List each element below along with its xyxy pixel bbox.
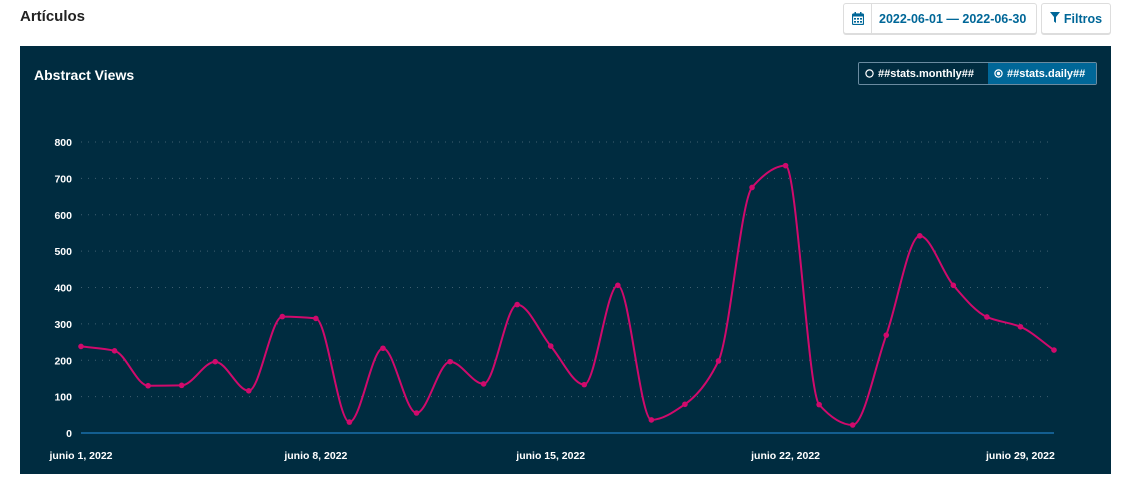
data-point[interactable] <box>413 410 420 416</box>
filters-label: Filtros <box>1063 11 1103 26</box>
data-point[interactable] <box>145 382 151 389</box>
data-point[interactable] <box>78 343 84 350</box>
granularity-toggle: ##stats.monthly## ##stats.daily## <box>858 62 1097 85</box>
data-point[interactable] <box>1051 347 1057 353</box>
data-point[interactable] <box>615 282 621 289</box>
toggle-monthly-label: ##stats.monthly## <box>878 67 974 80</box>
data-point[interactable] <box>648 417 655 423</box>
toggle-daily[interactable]: ##stats.daily## <box>988 63 1096 84</box>
line-chart: 0 100 200 300 400 500 600 700 800 junio 1, 2022 ju… <box>48 137 1057 462</box>
radio-checked-icon <box>994 69 1003 78</box>
toggle-daily-label: ##stats.daily## <box>1007 67 1086 80</box>
date-range-button[interactable]: 2022-06-01 — 2022-06-30 <box>843 3 1037 34</box>
filter-icon <box>1049 11 1060 26</box>
data-point[interactable] <box>682 401 688 408</box>
data-point[interactable] <box>581 381 588 388</box>
y-tick-label: 100 <box>54 392 72 404</box>
data-point[interactable] <box>950 282 957 289</box>
page-title: Artículos <box>20 8 86 25</box>
data-point[interactable] <box>749 184 755 191</box>
data-point[interactable] <box>984 314 990 320</box>
filters-button[interactable]: Filtros <box>1041 3 1111 34</box>
y-tick-label: 500 <box>54 246 72 258</box>
data-point[interactable] <box>849 422 856 428</box>
y-tick-label: 0 <box>66 428 72 440</box>
x-tick-label: junio 1, 2022 <box>48 450 112 462</box>
data-point[interactable] <box>279 313 286 320</box>
series-line <box>80 164 1055 426</box>
chart-panel: 0 100 200 300 400 500 600 700 800 junio 1, 2022 ju… <box>20 46 1111 474</box>
data-point[interactable] <box>178 382 185 389</box>
data-point[interactable] <box>715 358 722 364</box>
toggle-monthly[interactable]: ##stats.monthly## <box>859 63 988 84</box>
y-tick-label: 400 <box>54 283 72 295</box>
data-point[interactable] <box>313 315 319 322</box>
date-range-label: 2022-06-01 — 2022-06-30 <box>879 11 1027 26</box>
x-tick-label: junio 15, 2022 <box>515 450 585 462</box>
data-point[interactable] <box>916 233 923 239</box>
data-point[interactable] <box>782 162 789 169</box>
data-point[interactable] <box>514 301 520 308</box>
data-point[interactable] <box>883 332 890 338</box>
data-point[interactable] <box>346 419 353 425</box>
data-point[interactable] <box>447 358 453 365</box>
y-tick-label: 800 <box>54 137 72 149</box>
x-tick-label: junio 29, 2022 <box>985 450 1055 462</box>
data-point[interactable] <box>480 381 487 387</box>
data-point[interactable] <box>1017 323 1024 330</box>
data-point[interactable] <box>816 401 822 408</box>
radio-unchecked-icon <box>865 69 874 78</box>
data-point[interactable] <box>212 358 219 365</box>
x-tick-label: junio 22, 2022 <box>750 450 820 462</box>
y-tick-label: 700 <box>54 173 72 185</box>
y-tick-label: 600 <box>54 210 72 222</box>
data-point[interactable] <box>111 347 118 354</box>
x-tick-label: junio 8, 2022 <box>283 450 347 462</box>
data-point[interactable] <box>380 345 386 352</box>
chart-title: Abstract Views <box>34 67 135 83</box>
y-tick-label: 200 <box>54 355 72 367</box>
y-tick-label: 300 <box>54 319 72 331</box>
data-point[interactable] <box>245 388 252 394</box>
data-point[interactable] <box>547 343 554 349</box>
calendar-icon <box>844 4 872 33</box>
